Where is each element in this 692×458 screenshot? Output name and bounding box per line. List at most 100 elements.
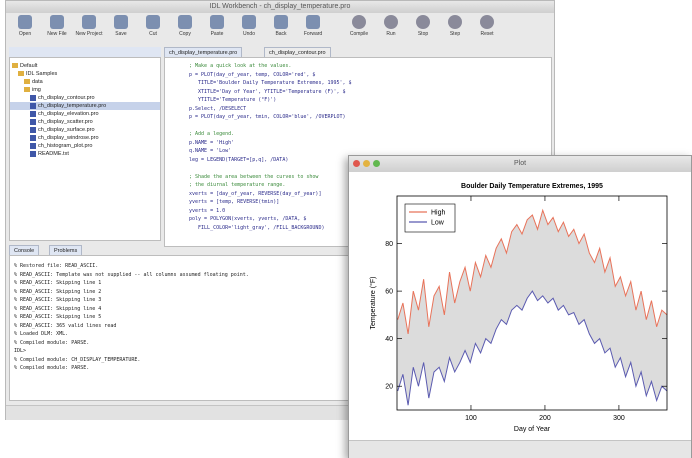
tree-item[interactable]: ch_display_elevation.pro <box>10 110 160 118</box>
toolbar-icon <box>114 15 128 29</box>
tree-item[interactable]: ch_display_contour.pro <box>10 94 160 102</box>
code-line: p = PLOT(day_of_year, tmin, COLOR='blue'… <box>189 114 346 120</box>
toolbar-icon <box>416 15 430 29</box>
tree-item[interactable]: ch_display_temperature.pro <box>10 102 160 110</box>
console-tabs: Console Problems <box>9 245 552 256</box>
code-line: p.NAME = 'High' <box>189 139 235 146</box>
zoom-button[interactable] <box>373 160 380 167</box>
toolbar-icon <box>146 15 160 29</box>
tree-item[interactable]: ch_histogram_plot.pro <box>10 142 160 150</box>
tree-label: IDL Samples <box>26 71 58 77</box>
code-line: p = PLOT(day_of_year, temp, COLOR='red',… <box>189 71 316 78</box>
plot-frame <box>396 195 668 411</box>
console-line: % READ_ASCII: Template was not supplied … <box>14 271 249 278</box>
toolbar-button[interactable]: Stop <box>408 15 438 37</box>
tree-icon <box>30 134 36 141</box>
legend-label: Low <box>431 220 445 227</box>
tree-item[interactable]: Default <box>10 62 160 70</box>
toolbar: Open New File New Project Save Cut Copy Paste U… <box>6 1 554 47</box>
toolbar-button[interactable]: Paste <box>202 15 232 37</box>
x-axis-label: Day of Year <box>514 426 551 433</box>
toolbar-label: Stop <box>417 31 429 37</box>
toolbar-button[interactable]: Reset <box>472 15 502 37</box>
toolbar-label: Paste <box>210 31 224 37</box>
console-line: % READ_ASCII: Skipping line 1 <box>14 280 102 286</box>
toolbar-label: Compile <box>349 31 369 37</box>
toolbar-button[interactable]: Back <box>266 15 296 37</box>
toolbar-button[interactable]: Run <box>376 15 406 37</box>
project-tree: Default IDL Samples data img ch_display_cont… <box>9 57 161 241</box>
console-tab[interactable]: Problems <box>49 245 83 256</box>
tree-icon <box>18 71 24 77</box>
chart: Boulder Daily Temperature Extremes, 1995… <box>369 183 668 433</box>
tree-label: ch_display_scatter.pro <box>38 119 93 125</box>
tree-item[interactable]: ch_display_surface.pro <box>10 126 160 134</box>
tree-item[interactable]: ch_display_windrose.pro <box>10 134 160 142</box>
console-line: % READ_ASCII: Skipping line 5 <box>14 314 102 320</box>
editor-tabs: ch_display_temperature.pro ch_display_con… <box>164 47 552 58</box>
editor-tab[interactable]: ch_display_contour.pro <box>264 47 331 58</box>
tree-icon <box>30 102 36 109</box>
toolbar-button[interactable]: New Project <box>74 15 104 37</box>
console-line: % READ_ASCII: Skipping line 4 <box>14 305 102 312</box>
console-line: % Compiled module: CH_DISPLAY_TEMPERATUR… <box>14 356 141 363</box>
toolbar-button[interactable]: Open <box>10 15 40 37</box>
tree-icon <box>30 94 36 101</box>
plot-window: Plot Boulder Daily Temperature Extremes,… <box>348 155 692 458</box>
tree-item[interactable]: data <box>10 78 160 86</box>
y-tick-label: 40 <box>385 336 393 343</box>
data-line <box>397 290 668 406</box>
editor-tab[interactable]: ch_display_temperature.pro <box>164 47 243 58</box>
tree-icon <box>30 126 36 133</box>
toolbar-icon <box>178 15 192 29</box>
y-axis-label: Temperature (°F) <box>369 277 377 330</box>
tree-icon <box>30 118 36 125</box>
toolbar-button[interactable]: Compile <box>344 15 374 37</box>
console-tab[interactable]: Console <box>9 245 40 256</box>
toolbar-button[interactable]: Copy <box>170 15 200 37</box>
code-line <box>189 122 551 131</box>
console-line: % READ_ASCII: Skipping line 3 <box>14 297 102 303</box>
tree-item[interactable]: img <box>10 86 160 94</box>
tree-item[interactable]: IDL Samples <box>10 70 160 78</box>
toolbar-label: Back <box>275 31 287 37</box>
console-line: % READ_ASCII: 365 valid lines read <box>14 322 117 329</box>
minimize-button[interactable] <box>363 160 370 167</box>
tree-icon <box>30 142 36 149</box>
code-line: xverts = [day_of_year, REVERSE(day_of_ye… <box>189 190 322 197</box>
toolbar-icon <box>210 15 224 29</box>
code-line: ; Make a quick look at the values. <box>189 63 292 69</box>
toolbar-icon <box>274 15 288 29</box>
toolbar-button[interactable]: Undo <box>234 15 264 37</box>
code-line: ; Shade the area between the curves to s… <box>189 173 319 180</box>
toolbar-icon <box>306 15 320 29</box>
console-line: % Loaded DLM: XML. <box>14 331 69 337</box>
tree-label: ch_display_contour.pro <box>38 95 95 101</box>
toolbar-button[interactable]: Step <box>440 15 470 37</box>
toolbar-icon <box>480 15 494 29</box>
x-tick-label: 300 <box>613 415 625 422</box>
toolbar-label: Cut <box>149 31 157 37</box>
toolbar-button[interactable]: Forward <box>298 15 328 37</box>
toolbar-label: Reset <box>480 31 494 37</box>
toolbar-label: Step <box>449 31 461 37</box>
toolbar-button[interactable]: Save <box>106 15 136 37</box>
toolbar-label: Copy <box>179 31 191 37</box>
legend-box <box>404 203 456 233</box>
legend-label: High <box>431 210 446 217</box>
tree-item[interactable]: ch_display_scatter.pro <box>10 118 160 126</box>
plot-toolbar <box>349 440 691 458</box>
y-tick-label: 20 <box>385 384 393 391</box>
tree-label: ch_display_temperature.pro <box>38 103 107 109</box>
toolbar-button[interactable]: Cut <box>138 15 168 37</box>
close-button[interactable] <box>353 160 360 167</box>
toolbar-icon <box>242 15 256 29</box>
toolbar-button[interactable]: New File <box>42 15 72 37</box>
code-line: q.NAME = 'Low' <box>189 148 232 154</box>
code-line: ; Add a legend. <box>189 131 235 137</box>
toolbar-label: Open <box>18 31 32 37</box>
tree-item[interactable]: README.txt <box>10 150 160 158</box>
toolbar-label: Run <box>386 31 396 37</box>
code-line: XTITLE='Day of Year', YTITLE='Temperatur… <box>189 88 346 95</box>
toolbar-icon <box>448 15 462 29</box>
